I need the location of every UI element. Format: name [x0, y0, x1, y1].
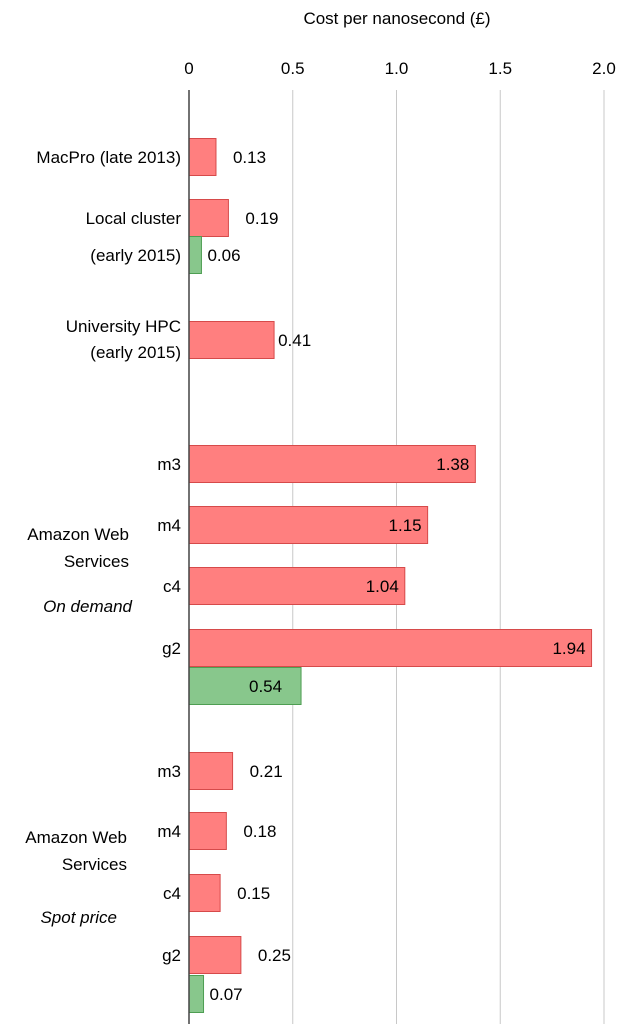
category-label: c4	[163, 577, 181, 596]
category-label: m4	[157, 516, 181, 535]
bar	[188, 667, 302, 705]
value-label: 1.94	[552, 639, 585, 658]
category-label: Local cluster	[86, 209, 182, 228]
value-label: 0.15	[237, 884, 270, 903]
bar	[188, 445, 476, 483]
bar	[188, 321, 275, 359]
bars: 0.13 0.19 0.06 0.41 1.38 1.15 1.04 1.94 0.54 0.21…	[188, 138, 593, 1013]
category-label: m3	[157, 762, 181, 781]
group-title-line: Amazon Web	[25, 828, 127, 847]
x-tick-label: 1.5	[488, 59, 512, 78]
x-tick-label: 0.5	[281, 59, 305, 78]
category-label: m3	[157, 455, 181, 474]
bar	[188, 236, 202, 274]
value-label: 1.15	[389, 516, 422, 535]
bar	[188, 812, 227, 850]
value-label: 0.25	[258, 946, 291, 965]
value-label: 0.19	[245, 209, 278, 228]
category-label: g2	[162, 639, 181, 658]
x-axis-title: Cost per nanosecond (£)	[303, 9, 490, 28]
bar	[188, 199, 229, 237]
x-tick-label: 1.0	[385, 59, 409, 78]
category-label: MacPro (late 2013)	[36, 148, 181, 167]
bar	[188, 752, 234, 790]
group-title-line: Amazon Web	[27, 525, 129, 544]
bar	[188, 506, 429, 544]
category-label: (early 2015)	[90, 246, 181, 265]
category-label: m4	[157, 822, 181, 841]
group-note: On demand	[43, 597, 132, 616]
value-label: 1.38	[436, 455, 469, 474]
bar	[188, 138, 217, 176]
group-title-line: Services	[62, 855, 127, 874]
value-label: 0.21	[250, 762, 283, 781]
bar	[188, 629, 593, 667]
category-label-line2: (early 2015)	[90, 343, 181, 362]
bar	[188, 936, 242, 974]
value-label: 0.07	[210, 985, 243, 1004]
x-tick-label: 0	[184, 59, 193, 78]
x-tick-labels: 0 0.5 1.0 1.5 2.0	[184, 59, 616, 78]
group-title-line: Services	[64, 552, 129, 571]
value-label: 0.41	[278, 331, 311, 350]
value-label: 0.54	[249, 677, 282, 696]
value-label: 0.13	[233, 148, 266, 167]
x-tick-label: 2.0	[592, 59, 616, 78]
category-labels: MacPro (late 2013) Local cluster (early 20…	[25, 148, 181, 965]
group-note: Spot price	[40, 908, 117, 927]
value-label: 0.06	[207, 246, 240, 265]
bar	[188, 975, 205, 1013]
value-label: 0.18	[243, 822, 276, 841]
value-label: 1.04	[366, 577, 399, 596]
bar	[188, 567, 406, 605]
category-label: c4	[163, 884, 181, 903]
category-label: g2	[162, 946, 181, 965]
bar	[188, 874, 221, 912]
category-label: University HPC	[66, 317, 181, 336]
grid-layer	[292, 90, 605, 1024]
